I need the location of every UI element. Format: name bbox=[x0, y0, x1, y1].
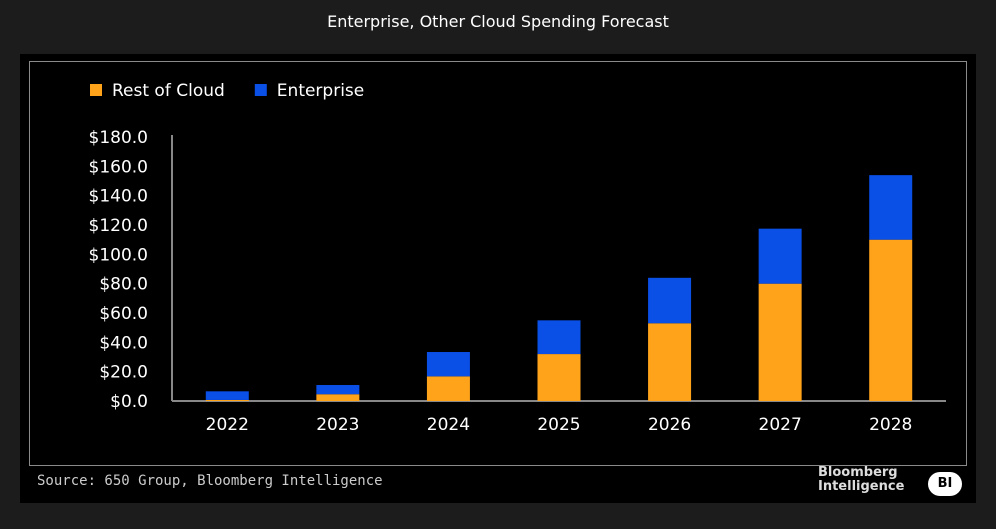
x-tick-label: 2024 bbox=[427, 415, 470, 435]
legend-swatch bbox=[90, 84, 102, 96]
y-tick-label: $120.0 bbox=[89, 216, 148, 236]
x-tick-label: 2022 bbox=[206, 415, 249, 435]
bar-rest-of-cloud bbox=[648, 323, 692, 401]
y-tick-label: $0.0 bbox=[110, 392, 148, 412]
y-tick-label: $20.0 bbox=[99, 363, 148, 383]
legend-swatch bbox=[254, 84, 267, 96]
bar-rest-of-cloud bbox=[205, 399, 249, 401]
x-tick-label: 2027 bbox=[759, 415, 802, 435]
bar-enterprise bbox=[537, 320, 581, 355]
bar-enterprise bbox=[869, 175, 913, 240]
chart-title: Enterprise, Other Cloud Spending Forecas… bbox=[327, 12, 669, 31]
x-tick-label: 2025 bbox=[537, 415, 580, 435]
logo-line2: Intelligence bbox=[818, 479, 905, 494]
chart-panel: $0.0 $20.0 $40.0 $60.0 $80.0 $100.0 $120.0 $140… bbox=[20, 54, 976, 503]
bar-enterprise bbox=[758, 228, 802, 284]
bi-badge: BI bbox=[928, 472, 962, 496]
legend-label: Enterprise bbox=[277, 81, 364, 101]
bar-enterprise bbox=[205, 391, 249, 400]
bar-rest-of-cloud bbox=[316, 394, 360, 401]
logo-line1: Bloomberg bbox=[818, 465, 898, 480]
x-tick-label: 2023 bbox=[316, 415, 359, 435]
bar-rest-of-cloud bbox=[758, 283, 802, 401]
bar-enterprise bbox=[648, 277, 692, 324]
y-tick-label: $160.0 bbox=[89, 157, 148, 177]
chart-frame bbox=[29, 61, 967, 466]
bar-rest-of-cloud bbox=[426, 376, 470, 401]
bloomberg-intelligence-logo: Bloomberg Intelligence bbox=[818, 466, 904, 494]
stacked-bar-chart: $0.0 $20.0 $40.0 $60.0 $80.0 $100.0 $120.0 $140… bbox=[89, 81, 946, 435]
bar-rest-of-cloud bbox=[537, 354, 581, 401]
bar-enterprise bbox=[316, 385, 360, 395]
bar-rest-of-cloud bbox=[869, 239, 913, 401]
y-tick-label: $180.0 bbox=[89, 128, 148, 148]
bar-enterprise bbox=[426, 352, 470, 377]
y-tick-label: $80.0 bbox=[99, 275, 148, 295]
y-tick-label: $60.0 bbox=[99, 304, 148, 324]
y-tick-label: $100.0 bbox=[89, 245, 148, 265]
x-tick-label: 2026 bbox=[648, 415, 691, 435]
y-tick-label: $140.0 bbox=[89, 187, 148, 207]
legend-label: Rest of Cloud bbox=[112, 81, 225, 101]
source-note: Source: 650 Group, Bloomberg Intelligenc… bbox=[37, 473, 383, 489]
y-tick-label: $40.0 bbox=[99, 333, 148, 353]
x-tick-label: 2028 bbox=[869, 415, 912, 435]
